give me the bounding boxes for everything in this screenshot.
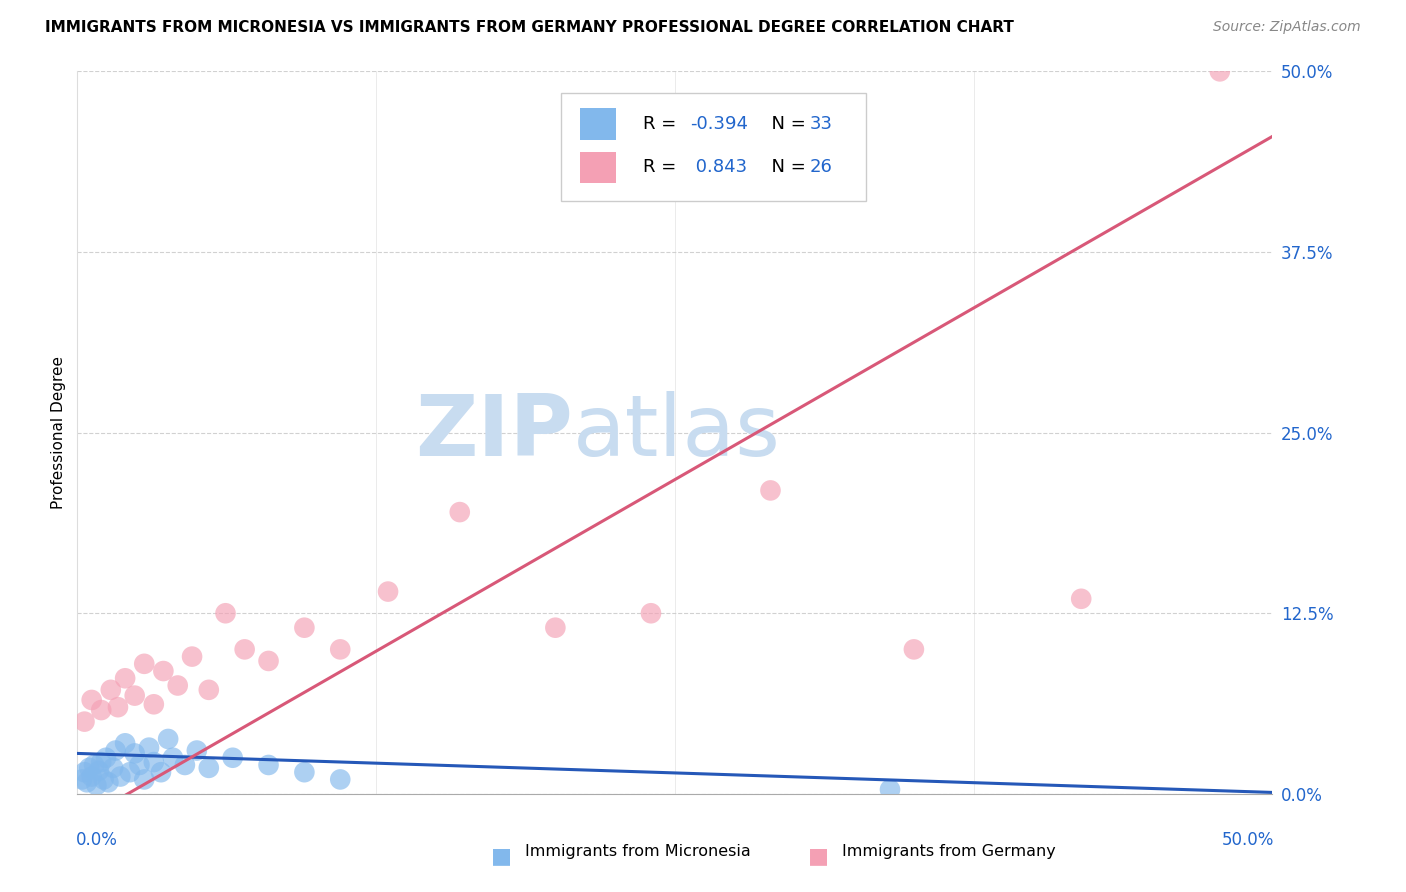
FancyBboxPatch shape	[581, 152, 616, 184]
Point	[257, 758, 280, 772]
Point	[79, 761, 101, 775]
Point	[76, 775, 98, 789]
Point	[70, 772, 93, 787]
Point	[162, 751, 184, 765]
Point	[1209, 64, 1232, 78]
Point	[142, 698, 165, 712]
Point	[100, 682, 122, 697]
Text: 0.0%: 0.0%	[76, 831, 118, 849]
Text: R =: R =	[643, 159, 682, 177]
Point	[759, 483, 782, 498]
Point	[329, 642, 352, 657]
Text: N =: N =	[759, 115, 811, 133]
Point	[197, 761, 219, 775]
Point	[124, 747, 146, 761]
Point	[128, 758, 150, 772]
Point	[114, 736, 136, 750]
Text: Immigrants from Germany: Immigrants from Germany	[842, 845, 1056, 860]
Point	[107, 700, 129, 714]
Point	[879, 782, 901, 797]
Point	[233, 642, 256, 657]
Y-axis label: Professional Degree: Professional Degree	[51, 356, 66, 509]
Point	[134, 772, 156, 787]
Point	[87, 764, 110, 778]
Point	[114, 671, 136, 685]
Point	[197, 682, 219, 697]
Point	[93, 772, 115, 787]
Point	[80, 770, 103, 784]
Text: Source: ZipAtlas.com: Source: ZipAtlas.com	[1213, 20, 1361, 34]
Point	[174, 758, 197, 772]
Text: ■: ■	[491, 846, 512, 866]
Point	[222, 751, 245, 765]
Text: R =: R =	[643, 115, 682, 133]
Point	[449, 505, 471, 519]
Point	[103, 761, 124, 775]
Point	[118, 765, 141, 780]
Text: ZIP: ZIP	[416, 391, 574, 475]
Text: atlas: atlas	[574, 391, 782, 475]
Point	[152, 664, 174, 678]
Text: 50.0%: 50.0%	[1222, 831, 1274, 849]
Text: 33: 33	[810, 115, 832, 133]
Point	[94, 751, 117, 765]
Point	[157, 731, 180, 746]
Point	[377, 584, 399, 599]
Text: ■: ■	[808, 846, 828, 866]
Point	[83, 758, 105, 772]
Point	[292, 621, 315, 635]
Point	[640, 607, 662, 621]
Point	[329, 772, 352, 787]
Point	[73, 765, 96, 780]
Point	[124, 689, 146, 703]
Text: N =: N =	[759, 159, 811, 177]
Point	[186, 743, 208, 757]
Point	[97, 775, 120, 789]
Text: -0.394: -0.394	[690, 115, 748, 133]
Point	[257, 654, 280, 668]
Point	[138, 740, 160, 755]
Point	[166, 678, 188, 692]
Text: 0.843: 0.843	[690, 159, 748, 177]
Point	[1070, 591, 1092, 606]
Point	[86, 778, 108, 792]
Point	[104, 743, 127, 757]
Text: 26: 26	[810, 159, 832, 177]
Point	[90, 703, 112, 717]
Point	[134, 657, 156, 671]
Point	[214, 607, 236, 621]
FancyBboxPatch shape	[581, 108, 616, 140]
Point	[903, 642, 925, 657]
Point	[142, 755, 165, 769]
Text: Immigrants from Micronesia: Immigrants from Micronesia	[526, 845, 751, 860]
Point	[150, 765, 173, 780]
Point	[80, 693, 103, 707]
Point	[544, 621, 567, 635]
Point	[292, 765, 315, 780]
Point	[90, 755, 112, 769]
Text: IMMIGRANTS FROM MICRONESIA VS IMMIGRANTS FROM GERMANY PROFESSIONAL DEGREE CORREL: IMMIGRANTS FROM MICRONESIA VS IMMIGRANTS…	[45, 20, 1014, 35]
Point	[181, 649, 204, 664]
Point	[73, 714, 96, 729]
FancyBboxPatch shape	[561, 93, 866, 202]
Point	[110, 770, 132, 784]
